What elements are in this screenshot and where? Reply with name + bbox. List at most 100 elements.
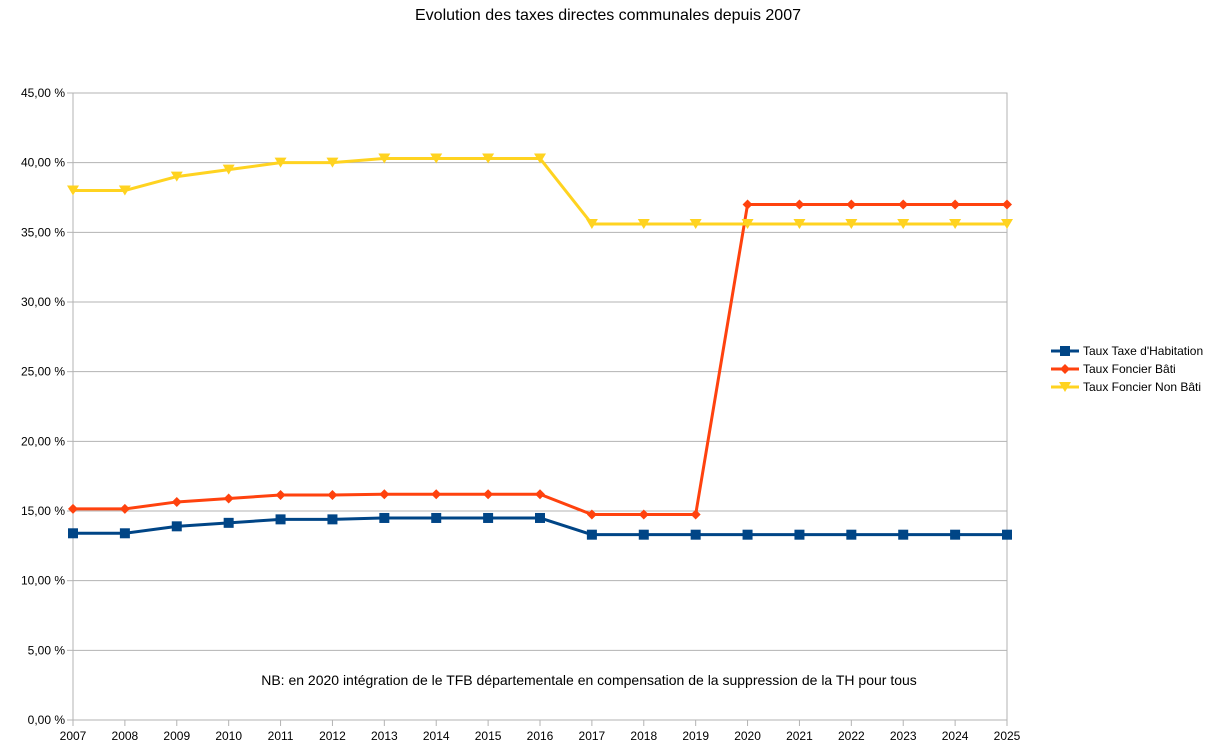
y-tick-label: 0,00 % <box>28 713 66 727</box>
data-point <box>793 218 806 229</box>
data-point <box>949 218 962 229</box>
y-tick-label: 30,00 % <box>21 295 65 309</box>
data-point <box>638 509 649 520</box>
data-point <box>690 529 701 540</box>
data-point <box>845 218 858 229</box>
y-axis: 0,00 % 5,00 % 10,00 % 15,00 % 20,00 % 25,00 %… <box>21 86 73 727</box>
data-point <box>379 512 390 523</box>
data-point <box>223 493 234 504</box>
data-point <box>794 199 805 210</box>
data-point <box>67 185 79 196</box>
x-tick-label: 2024 <box>942 729 969 743</box>
x-tick-label: 2023 <box>890 729 917 743</box>
data-point <box>846 529 857 540</box>
data-point <box>898 529 909 540</box>
y-tick-label: 45,00 % <box>21 86 65 100</box>
x-tick-label: 2015 <box>475 729 502 743</box>
data-point <box>68 528 78 539</box>
y-tick-label: 25,00 % <box>21 365 65 379</box>
data-point <box>898 199 909 210</box>
x-tick-label: 2018 <box>630 729 657 743</box>
data-point <box>482 153 495 164</box>
data-point <box>846 199 857 210</box>
data-point <box>638 529 649 540</box>
x-tick-label: 2013 <box>371 729 398 743</box>
data-point <box>535 489 545 500</box>
data-point <box>171 496 182 507</box>
data-point <box>430 153 443 164</box>
legend: Taux Taxe d'Habitation Taux Foncier Bâti T… <box>1051 344 1203 394</box>
x-tick-label: 2012 <box>319 729 346 743</box>
legend-item: Taux Foncier Bâti <box>1051 362 1176 376</box>
data-point <box>741 218 754 229</box>
series-line <box>73 156 1007 226</box>
legend-marker <box>1059 382 1071 392</box>
series-3 <box>67 153 1013 229</box>
data-point <box>950 529 961 540</box>
data-point <box>327 489 338 500</box>
legend-label: Taux Foncier Bâti <box>1083 362 1176 376</box>
data-point <box>275 489 286 500</box>
data-point <box>690 509 701 520</box>
data-point <box>431 489 442 500</box>
series-group <box>67 153 1013 540</box>
data-point <box>118 185 131 196</box>
data-point <box>170 171 183 182</box>
plot-area-border <box>72 92 1008 721</box>
y-tick-label: 10,00 % <box>21 574 65 588</box>
x-tick-label: 2022 <box>838 729 865 743</box>
data-point <box>327 514 338 525</box>
data-point <box>379 489 390 500</box>
y-tick-label: 15,00 % <box>21 504 65 518</box>
legend-label: Taux Taxe d'Habitation <box>1083 344 1203 358</box>
data-point <box>171 521 182 532</box>
x-tick-label: 2021 <box>786 729 813 743</box>
x-tick-label: 2025 <box>994 729 1021 743</box>
series-2 <box>68 199 1012 520</box>
x-tick-label: 2009 <box>163 729 190 743</box>
data-point <box>274 157 287 168</box>
x-tick-label: 2019 <box>682 729 709 743</box>
x-tick-label: 2007 <box>60 729 87 743</box>
legend-item: Taux Foncier Non Bâti <box>1051 380 1201 394</box>
plot-frame <box>72 92 1008 721</box>
data-point <box>119 528 130 539</box>
x-tick-label: 2010 <box>215 729 242 743</box>
x-axis: 2007 2008 2009 2010 2011 2012 2013 2014 2015 2016… <box>60 720 1021 743</box>
data-point <box>326 157 339 168</box>
data-point <box>794 529 805 540</box>
data-point <box>950 199 961 210</box>
data-point <box>431 512 442 523</box>
data-point <box>637 218 650 229</box>
y-tick-label: 35,00 % <box>21 225 65 239</box>
data-point <box>378 153 391 164</box>
legend-marker <box>1060 346 1070 356</box>
y-tick-label: 5,00 % <box>28 643 66 657</box>
chart-annotation: NB: en 2020 intégration de le TFB départ… <box>261 672 917 688</box>
legend-marker <box>1060 364 1070 374</box>
data-point <box>68 503 78 514</box>
data-point <box>222 164 235 175</box>
data-point <box>586 529 597 540</box>
data-point <box>585 218 598 229</box>
data-point <box>223 517 234 528</box>
data-point <box>742 529 753 540</box>
data-point <box>275 514 286 525</box>
x-tick-label: 2008 <box>112 729 139 743</box>
data-point <box>742 199 753 210</box>
y-tick-label: 40,00 % <box>21 156 65 170</box>
data-point <box>483 512 494 523</box>
data-point <box>689 218 702 229</box>
y-tick-label: 20,00 % <box>21 434 65 448</box>
chart-title: Evolution des taxes directes communales … <box>415 7 801 24</box>
x-tick-label: 2017 <box>579 729 606 743</box>
x-tick-label: 2020 <box>734 729 761 743</box>
data-point <box>483 489 494 500</box>
series-line <box>73 202 1007 516</box>
x-tick-label: 2014 <box>423 729 450 743</box>
legend-item: Taux Taxe d'Habitation <box>1051 344 1203 358</box>
data-point <box>535 512 545 523</box>
grid <box>73 92 1007 721</box>
x-tick-label: 2011 <box>268 729 294 743</box>
